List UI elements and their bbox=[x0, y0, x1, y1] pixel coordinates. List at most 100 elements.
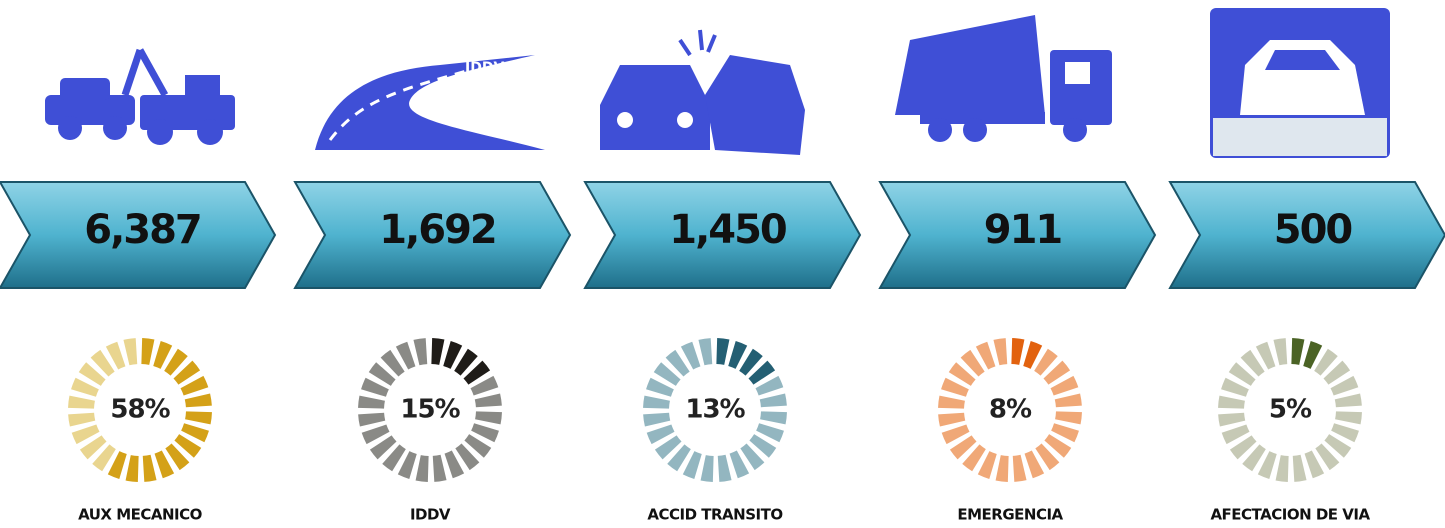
gauge-segment bbox=[1330, 375, 1359, 396]
gauge-segment bbox=[471, 423, 499, 443]
item-label: AFECTACION DE VIA bbox=[1210, 506, 1370, 524]
gauge-segment bbox=[455, 443, 480, 471]
gauge-segment bbox=[358, 395, 385, 409]
gauge-segment bbox=[665, 349, 690, 377]
gauge-segment bbox=[180, 375, 209, 396]
gauge-segment bbox=[1315, 443, 1340, 471]
gauge-segment bbox=[1024, 450, 1045, 479]
gauge-segment bbox=[361, 424, 390, 445]
gauge-segment bbox=[361, 377, 389, 397]
gauge-segment bbox=[1291, 338, 1305, 365]
gauge-segment bbox=[123, 338, 138, 366]
item-label: AUX MECANICO bbox=[78, 506, 202, 524]
gauge-segment bbox=[698, 338, 713, 366]
gauge-segment bbox=[1255, 341, 1276, 370]
gauge-segment bbox=[1011, 338, 1025, 365]
accident-icon bbox=[600, 29, 805, 155]
gauge-segment bbox=[748, 360, 776, 385]
gauge-segment bbox=[1034, 348, 1058, 376]
gauge-segment bbox=[173, 360, 201, 385]
gauge-segment bbox=[646, 424, 675, 445]
gauge-segment bbox=[1314, 348, 1338, 376]
svg-text:IDDV: IDDV bbox=[465, 60, 504, 76]
gauge-segment bbox=[680, 341, 701, 370]
tow-truck-icon bbox=[45, 48, 235, 145]
gauge-segment bbox=[475, 411, 502, 425]
gauge-segment bbox=[1335, 411, 1362, 425]
gauge-segment bbox=[443, 341, 463, 369]
gauge-segment bbox=[643, 395, 670, 409]
gauge-segment bbox=[728, 341, 748, 369]
gauge-segment bbox=[717, 454, 732, 482]
gauge-segment bbox=[463, 360, 491, 385]
gauge-segment bbox=[1257, 451, 1277, 479]
gauge-segment bbox=[415, 455, 429, 482]
gauge-segment bbox=[71, 424, 100, 445]
gauge-segment bbox=[962, 444, 986, 472]
gauge-segment bbox=[431, 338, 445, 365]
gauge-segment bbox=[105, 341, 126, 370]
count: 6,387 bbox=[84, 207, 201, 253]
gauge-segment bbox=[1221, 424, 1250, 445]
gauge-segment bbox=[1240, 349, 1265, 377]
gauge-segment bbox=[1054, 393, 1082, 408]
gauge-segment bbox=[474, 393, 502, 408]
gauge-segment bbox=[1304, 450, 1325, 479]
gauge-segment bbox=[107, 451, 127, 479]
gauge-segment bbox=[1051, 423, 1079, 443]
gauge-segment bbox=[700, 455, 714, 482]
gauge-segment bbox=[739, 348, 763, 376]
gauge-segment bbox=[1218, 395, 1245, 409]
gauge-segment bbox=[71, 377, 99, 397]
gauge-segment bbox=[90, 349, 115, 377]
gauge-segment bbox=[1242, 444, 1266, 472]
gauge-segment bbox=[977, 451, 997, 479]
gauge-segment bbox=[382, 444, 406, 472]
icons: IDDV bbox=[45, 8, 1390, 158]
gauge-segment bbox=[369, 435, 397, 460]
item-label: ACCID TRANSITO bbox=[647, 506, 782, 524]
gauge-segment bbox=[1221, 377, 1249, 397]
gauge-segment bbox=[1324, 434, 1352, 458]
gauge-segment bbox=[1035, 443, 1060, 471]
gauge-segment bbox=[667, 444, 691, 472]
gauge-segment bbox=[1275, 455, 1289, 482]
gauge-segment bbox=[1055, 411, 1082, 425]
gauge-segment bbox=[153, 341, 173, 369]
gauge-segment bbox=[646, 377, 674, 397]
chevron bbox=[0, 181, 277, 289]
count: 911 bbox=[984, 207, 1062, 253]
gauge-segment bbox=[142, 454, 157, 482]
gauge-segment bbox=[740, 443, 765, 471]
count: 500 bbox=[1274, 207, 1352, 253]
gauge-segment bbox=[1050, 375, 1079, 396]
chevron bbox=[583, 181, 862, 289]
gauge-segment bbox=[729, 450, 750, 479]
percent-label: 8% bbox=[989, 395, 1032, 425]
gauge-segment bbox=[995, 455, 1009, 482]
gauge-segment bbox=[368, 362, 396, 386]
chevron bbox=[878, 181, 1157, 289]
percent-label: 5% bbox=[1269, 395, 1312, 425]
gauge-segment bbox=[1228, 362, 1256, 386]
gauge-segment bbox=[1218, 412, 1246, 427]
gauge-segment bbox=[749, 434, 777, 458]
gauge-segment bbox=[1292, 454, 1307, 482]
gauge-segment bbox=[941, 424, 970, 445]
gauge-segment bbox=[756, 423, 784, 443]
gauge-segment bbox=[1044, 434, 1072, 458]
gauge-segment bbox=[358, 412, 386, 427]
item-label: IDDV bbox=[410, 506, 451, 524]
gauge-segment bbox=[164, 348, 188, 376]
gauge-segment bbox=[395, 341, 416, 370]
gauge-segment bbox=[154, 450, 175, 479]
count: 1,450 bbox=[669, 207, 786, 253]
gauge-segment bbox=[1229, 435, 1257, 460]
gauge-segment bbox=[960, 349, 985, 377]
gauge-segment bbox=[1023, 341, 1043, 369]
gauge-segment bbox=[181, 423, 209, 443]
gauge-segment bbox=[68, 395, 95, 409]
gauge-segment bbox=[1334, 393, 1362, 408]
percent-label: 15% bbox=[400, 395, 460, 425]
